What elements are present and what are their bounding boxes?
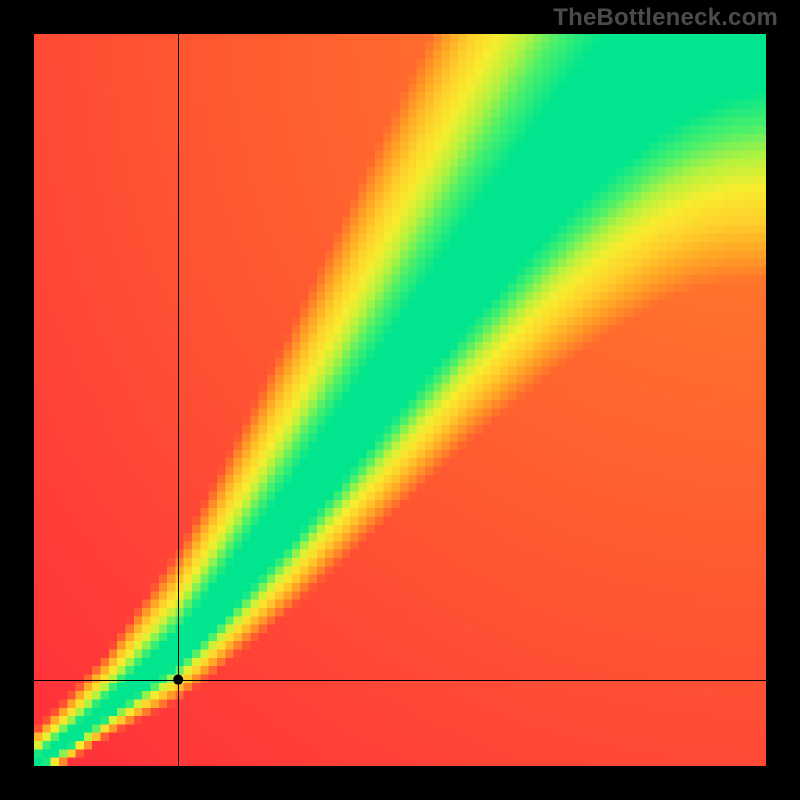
chart-root: TheBottleneck.com: [0, 0, 800, 800]
crosshair-overlay: [0, 0, 800, 800]
attribution-label: TheBottleneck.com: [553, 4, 778, 32]
